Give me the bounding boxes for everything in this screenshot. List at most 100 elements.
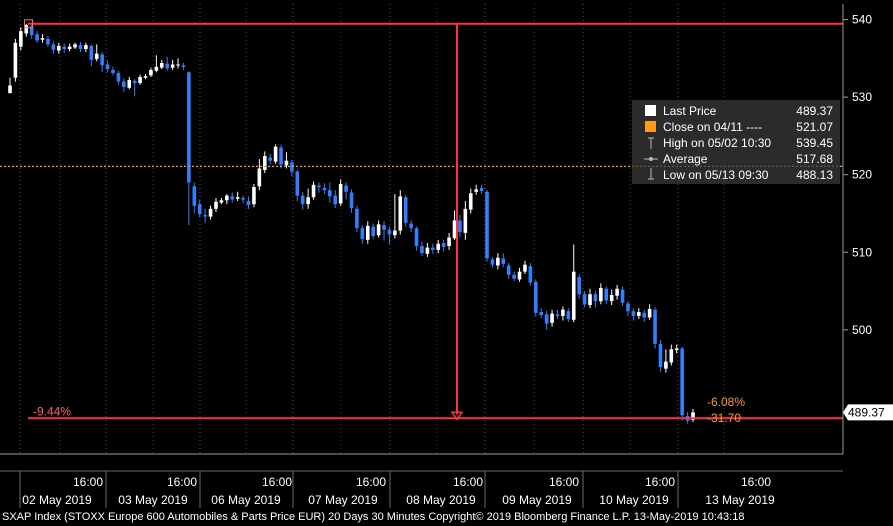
reference-lines bbox=[0, 19, 843, 421]
candle-body bbox=[506, 265, 511, 275]
candle-body bbox=[40, 38, 45, 40]
candle-body bbox=[132, 80, 137, 84]
x-date-label: 13 May 2019 bbox=[705, 493, 775, 507]
candle-body bbox=[344, 185, 348, 192]
candle-body bbox=[252, 187, 256, 205]
candle-body bbox=[447, 237, 451, 247]
x-date-label: 03 May 2019 bbox=[118, 493, 188, 507]
x-time-label: 16:00 bbox=[453, 475, 483, 489]
candle-body bbox=[528, 266, 533, 283]
candle-body bbox=[658, 343, 663, 368]
candle-body bbox=[371, 226, 375, 236]
candle-body bbox=[501, 258, 506, 264]
chart-footer: SXAP Index (STOXX Europe 600 Automobiles… bbox=[2, 511, 745, 523]
candle-body bbox=[35, 34, 39, 41]
candle-body bbox=[181, 65, 186, 67]
candle-body bbox=[452, 220, 457, 239]
y-tick-label: 510 bbox=[852, 245, 872, 259]
candle-body bbox=[159, 62, 164, 68]
candle-body bbox=[376, 224, 381, 236]
candle-body bbox=[544, 314, 549, 324]
candle-body bbox=[67, 46, 72, 49]
legend-value: 517.68 bbox=[796, 152, 833, 166]
candle-body bbox=[138, 76, 142, 84]
candle-body bbox=[479, 187, 484, 191]
candles-layer bbox=[8, 23, 695, 424]
candle-body bbox=[474, 189, 478, 192]
candle-body bbox=[550, 313, 554, 323]
candle-body bbox=[203, 215, 207, 217]
candle-body bbox=[51, 44, 56, 50]
candle-body bbox=[496, 257, 500, 266]
candle-body bbox=[78, 45, 83, 49]
legend-label: High on 05/02 10:30 bbox=[663, 136, 772, 150]
annotations: -9.44% -6.08% -31.70 bbox=[33, 395, 745, 425]
candle-body bbox=[615, 288, 619, 296]
candle-body bbox=[582, 294, 587, 305]
candle-body bbox=[355, 208, 359, 229]
candle-body bbox=[24, 24, 29, 34]
candle-body bbox=[165, 63, 169, 69]
legend-row-average: Average 517.68 bbox=[632, 151, 840, 167]
high-icon bbox=[648, 137, 654, 149]
candle-body bbox=[636, 312, 641, 316]
drop-arrow-head bbox=[450, 411, 464, 421]
candle-body bbox=[512, 274, 516, 279]
x-date-label: 08 May 2019 bbox=[406, 493, 476, 507]
candle-body bbox=[333, 195, 338, 205]
candle-body bbox=[84, 45, 88, 49]
candle-body bbox=[338, 184, 343, 204]
candle-body bbox=[604, 288, 609, 301]
candle-body bbox=[387, 229, 392, 235]
average-icon bbox=[644, 157, 658, 161]
candle-body bbox=[365, 225, 370, 240]
x-time-label: 16:00 bbox=[356, 475, 386, 489]
candle-body bbox=[561, 309, 565, 316]
last-price-tag bbox=[843, 404, 893, 421]
candle-body bbox=[653, 309, 657, 344]
candle-body bbox=[46, 38, 50, 45]
candle-body bbox=[647, 308, 652, 318]
candle-body bbox=[279, 147, 283, 165]
candle-body bbox=[599, 287, 603, 302]
candle-body bbox=[290, 162, 294, 172]
candle-body bbox=[29, 26, 34, 36]
candle-body bbox=[414, 228, 419, 247]
vertical-grid bbox=[19, 4, 844, 454]
legend-row-low: Low on 05/13 09:30 488.13 bbox=[632, 167, 840, 183]
y-tick-label: 500 bbox=[852, 323, 872, 337]
candle-body bbox=[8, 85, 12, 94]
candle-body bbox=[225, 195, 229, 201]
candle-body bbox=[609, 294, 614, 302]
change-percent-label: -6.08% bbox=[707, 395, 745, 409]
candle-body bbox=[306, 197, 310, 205]
candle-body bbox=[425, 247, 430, 254]
legend-row-close: Close on 04/11 ---- 521.07 bbox=[632, 119, 840, 135]
candle-body bbox=[534, 281, 538, 313]
candle-body bbox=[322, 187, 327, 191]
candle-body bbox=[73, 44, 77, 48]
orange-square-icon bbox=[645, 121, 656, 132]
candle-body bbox=[56, 45, 61, 51]
y-tick-label: 540 bbox=[852, 13, 872, 27]
candle-body bbox=[262, 156, 267, 171]
x-time-label: 16:00 bbox=[741, 475, 771, 489]
candle-body bbox=[360, 228, 365, 240]
candle-body bbox=[626, 303, 630, 312]
y-tick-label: 530 bbox=[852, 90, 872, 104]
candle-body bbox=[311, 184, 316, 198]
last-price-tag-label: 489.37 bbox=[848, 405, 885, 419]
candle-body bbox=[192, 186, 197, 206]
candle-body bbox=[674, 348, 679, 351]
legend-value: 488.13 bbox=[796, 168, 833, 182]
candle-body bbox=[555, 314, 560, 316]
x-time-label: 16:00 bbox=[167, 475, 197, 489]
candle-body bbox=[19, 31, 23, 47]
candle-body bbox=[170, 64, 175, 68]
candle-body bbox=[593, 294, 598, 302]
candle-body bbox=[300, 195, 305, 205]
candle-body bbox=[89, 45, 94, 60]
candle-body bbox=[588, 294, 592, 306]
